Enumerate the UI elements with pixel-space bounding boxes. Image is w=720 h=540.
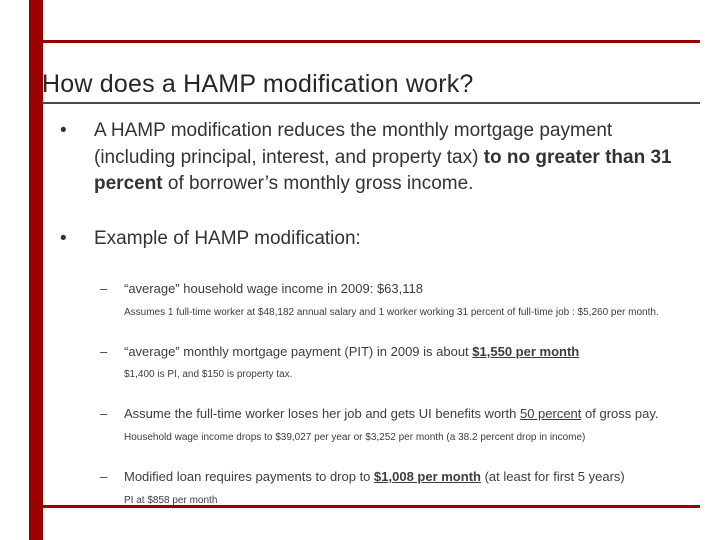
sub-item-note: Assumes 1 full-time worker at $48,182 an… [124, 306, 659, 318]
bullet-text: A HAMP modification reduces the monthly … [94, 118, 692, 198]
sub-item-note: $1,400 is PI, and $150 is property tax. [124, 369, 293, 381]
dash-marker: – [100, 281, 108, 297]
sub-item-text: Modified loan requires payments to drop … [124, 468, 700, 486]
sub-item-text: “average” monthly mortgage payment (PIT)… [124, 343, 700, 361]
sub-item-note: PI at $858 per month [124, 494, 218, 506]
sub-item-text: Assume the full-time worker loses her jo… [124, 405, 700, 423]
slide-body: • A HAMP modification reduces the monthl… [0, 118, 710, 531]
bullet-text: Example of HAMP modification: [94, 227, 361, 249]
dash-marker: – [100, 469, 108, 485]
sub-item-text-pre: Assume the full-time worker loses her jo… [124, 406, 520, 422]
sub-item-modified-loan: – Modified loan requires payments to dro… [100, 468, 700, 486]
bullet-text-bold: to no greater than 31 percent [94, 146, 672, 195]
sub-item-text-underline: 50 percent [519, 406, 582, 422]
bullet-text-post: of borrower’s monthly gross income. [162, 173, 474, 195]
sub-item-text-post: of gross pay. [581, 406, 659, 422]
sub-item-text-pre: Modified loan requires payments to drop … [124, 469, 375, 485]
sub-item-text-pre: “average” monthly mortgage payment (PIT)… [124, 343, 473, 359]
bullet-marker: • [60, 227, 67, 249]
left-accent-bar [29, 0, 43, 540]
bullet-text-pre: A HAMP modification reduces the monthly … [94, 120, 613, 168]
bullet-marker: • [60, 120, 67, 141]
sub-item-wage-income: – “average” household wage income in 200… [100, 280, 700, 298]
bottom-rule [38, 505, 700, 508]
top-rule [38, 40, 700, 43]
title-rule [42, 102, 700, 104]
sub-item-text-bold-underline: $1,550 per month [472, 343, 580, 359]
sub-item-text-post: (at least for first 5 years) [480, 469, 625, 485]
bullet-item-hamp-definition: • A HAMP modification reduces the monthl… [60, 118, 692, 198]
sub-item-text-bold-underline: $1,008 per month [374, 469, 481, 485]
dash-marker: – [100, 406, 108, 422]
sub-item-text: “average” household wage income in 2009:… [124, 281, 423, 297]
page-title: How does a HAMP modification work? [42, 70, 474, 98]
sub-item-mortgage-payment: – “average” monthly mortgage payment (PI… [100, 343, 700, 361]
sub-item-job-loss: – Assume the full-time worker loses her … [100, 405, 700, 423]
sub-item-note: Household wage income drops to $39,027 p… [124, 432, 586, 444]
dash-marker: – [100, 343, 108, 359]
bullet-item-example-heading: • Example of HAMP modification: [60, 226, 692, 253]
